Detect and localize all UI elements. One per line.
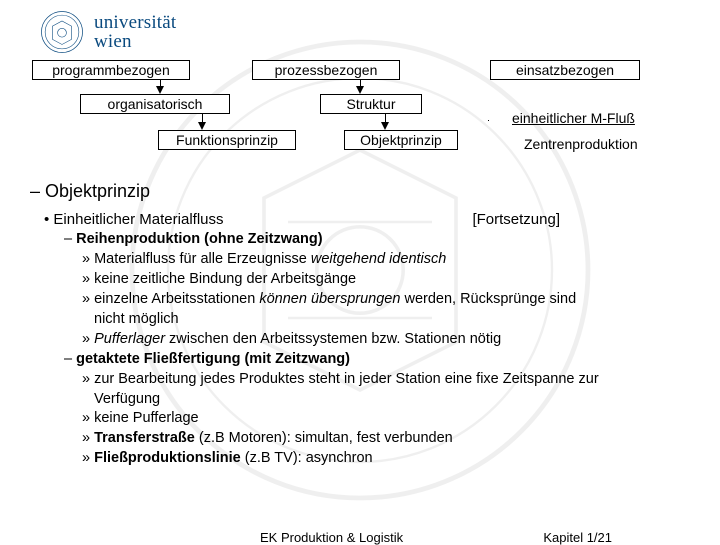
slide-body: – Objektprinzip • Einheitlicher Material… — [0, 170, 720, 468]
bullet-item: Pufferlager zwischen den Arbeitssystemen… — [82, 330, 690, 349]
box-struktur: Struktur — [320, 94, 422, 114]
side-einheitlicher: einheitlicher M-Fluß — [512, 110, 635, 126]
section-title: Reihenproduktion (ohne Zeitzwang) — [64, 230, 690, 249]
box-organisatorisch: organisatorisch — [80, 94, 230, 114]
logo-line2: wien — [94, 32, 176, 51]
bullet-item: einzelne Arbeitsstationen können überspr… — [82, 290, 690, 309]
bullet-item: zur Bearbeitung jedes Produktes steht in… — [82, 370, 690, 389]
footer-left: EK Produktion & Logistik — [260, 530, 403, 545]
university-seal-icon — [40, 10, 84, 54]
subheading: • Einheitlicher Materialfluss — [44, 211, 224, 228]
bullet-item: Transferstraße (z.B Motoren): simultan, … — [82, 429, 690, 448]
side-zentrenproduktion: Zentrenproduktion — [524, 136, 638, 152]
bullet-item: Materialfluss für alle Erzeugnisse weitg… — [82, 250, 690, 269]
bullet-continuation: Verfügung — [94, 390, 690, 409]
logo: universität wien — [0, 0, 720, 58]
continuation-label: [Fortsetzung] — [472, 210, 560, 230]
bullet-item: keine Pufferlage — [82, 409, 690, 428]
box-einsatzbezogen: einsatzbezogen — [490, 60, 640, 80]
classification-diagram: programmbezogen prozessbezogen einsatzbe… — [0, 60, 720, 170]
box-funktionsprinzip: Funktionsprinzip — [158, 130, 296, 150]
box-programmbezogen: programmbezogen — [32, 60, 190, 80]
box-prozessbezogen: prozessbezogen — [252, 60, 400, 80]
logo-line1: universität — [94, 13, 176, 32]
logo-text: universität wien — [94, 13, 176, 51]
bullet-item: Fließproduktionslinie (z.B TV): asynchro… — [82, 449, 690, 468]
section-title: getaktete Fließfertigung (mit Zeitzwang) — [64, 350, 690, 369]
bullet-item: keine zeitliche Bindung der Arbeitsgänge — [82, 270, 690, 289]
heading: – Objektprinzip — [30, 180, 690, 204]
box-objektprinzip: Objektprinzip — [344, 130, 458, 150]
bullet-continuation: nicht möglich — [94, 310, 690, 329]
footer-right: Kapitel 1/21 — [543, 530, 612, 545]
